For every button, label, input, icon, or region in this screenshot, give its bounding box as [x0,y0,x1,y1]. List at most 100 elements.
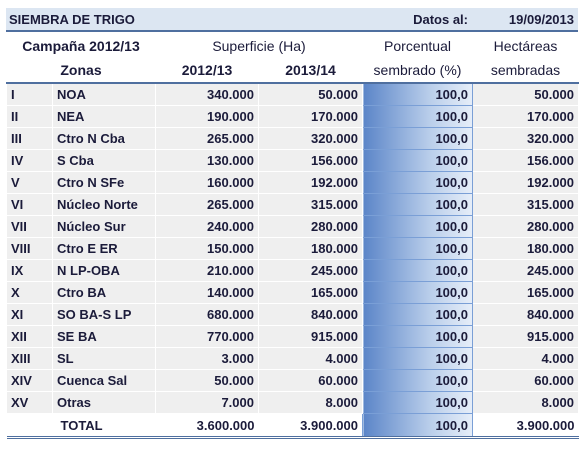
zone-name: Ctro E ER [52,237,156,260]
percent-sown: 100,0 [362,105,473,128]
header-row: Zonas 2012/13 2013/14 sembrado (%) sembr… [6,58,579,84]
hectares-sown: 170.000 [472,105,579,128]
data-row: I NOA 340.000 50.000 100,0 50.000 [6,82,579,106]
header-cell: sembradas [472,58,579,84]
area-2013: 320.000 [258,127,363,150]
area-2012: 50.000 [155,369,259,392]
area-2012: 3.000 [155,347,259,370]
area-2012: 265.000 [155,193,259,216]
area-2012: 265.000 [155,127,259,150]
area-2012: 210.000 [155,259,259,282]
zone-name: SO BA-S LP [52,303,156,326]
area-2013: 915.000 [258,325,363,348]
zone-name: Otras [52,391,156,414]
zone-number: X [6,281,53,304]
header-cell: Porcentual [384,38,451,54]
hectares-sown: 915.000 [472,325,579,348]
percent-sown: 100,0 [362,215,473,238]
zone-number: VII [6,215,53,238]
zone-number: XIV [6,369,53,392]
header-cell: Hectáreas [493,38,558,54]
spacer [6,413,53,439]
percent-sown: 100,0 [362,369,473,392]
data-row: XIII SL 3.000 4.000 100,0 4.000 [6,347,579,370]
data-row: VI Núcleo Norte 265.000 315.000 100,0 315.000 [6,193,579,216]
total-percent: 100,0 [362,413,473,439]
zone-name: SL [52,347,156,370]
table: Campaña 2012/13 Superficie (Ha) Porcentu… [6,34,579,439]
zone-name: Ctro N Cba [52,127,156,150]
area-2013: 192.000 [258,171,363,194]
zone-name: NEA [52,105,156,128]
area-2013: 170.000 [258,105,363,128]
header-row: Campaña 2012/13 Superficie (Ha) Porcentu… [7,34,579,58]
total-year-1: 3.600.000 [155,413,259,439]
total-year-2: 3.900.000 [258,413,363,439]
date: 19/09/2013 [508,11,574,27]
header-cell: 2012/13 [155,58,259,84]
hectares-sown: 315.000 [472,193,579,216]
percent-sown: 100,0 [362,325,473,348]
zone-number: XII [6,325,53,348]
header-cell: Superficie (Ha) [212,38,306,54]
title-bar: SIEMBRA DE TRIGO Datos al: 19/09/2013 [6,8,578,32]
data-row: XI SO BA-S LP 680.000 840.000 100,0 840.000 [6,303,579,326]
area-2013: 315.000 [258,193,363,216]
percent-sown: 100,0 [362,391,473,414]
zone-number: V [6,171,53,194]
sheet: SIEMBRA DE TRIGO Datos al: 19/09/2013 Ca… [6,8,579,439]
zone-name: NOA [52,82,156,106]
zone-number: XI [6,303,53,326]
header-cell: Campaña 2012/13 [22,38,140,54]
zone-number: I [6,82,53,106]
zone-number: XV [6,391,53,414]
zone-name: SE BA [52,325,156,348]
data-row: VII Núcleo Sur 240.000 280.000 100,0 280.000 [6,215,579,238]
area-2013: 60.000 [258,369,363,392]
area-2012: 680.000 [155,303,259,326]
percent-sown: 100,0 [362,303,473,326]
area-2013: 8.000 [258,391,363,414]
area-2012: 7.000 [155,391,259,414]
percent-sown: 100,0 [362,193,473,216]
zone-number: IV [6,149,53,172]
percent-sown: 100,0 [362,259,473,282]
hectares-sown: 180.000 [472,237,579,260]
area-2013: 180.000 [258,237,363,260]
data-row: V Ctro N SFe 160.000 192.000 100,0 192.000 [6,171,579,194]
total-hectares: 3.900.000 [472,413,579,439]
header-cell: 2013/14 [258,58,363,84]
hectares-sown: 245.000 [472,259,579,282]
total-row: TOTAL 3.600.000 3.900.000 100,0 3.900.000 [6,413,579,439]
date-label: Datos al: [413,11,468,27]
data-row: XIV Cuenca Sal 50.000 60.000 100,0 60.000 [6,369,579,392]
hectares-sown: 156.000 [472,149,579,172]
header-cell: sembrado (%) [362,58,473,84]
area-2013: 165.000 [258,281,363,304]
area-2013: 156.000 [258,149,363,172]
hectares-sown: 320.000 [472,127,579,150]
data-row: IX N LP-OBA 210.000 245.000 100,0 245.000 [6,259,579,282]
zone-number: XIII [6,347,53,370]
hectares-sown: 165.000 [472,281,579,304]
zone-number: II [6,105,53,128]
data-row: X Ctro BA 140.000 165.000 100,0 165.000 [6,281,579,304]
area-2012: 340.000 [155,82,259,106]
hectares-sown: 280.000 [472,215,579,238]
area-2013: 280.000 [258,215,363,238]
header-cell: Zonas [6,58,156,84]
zone-name: N LP-OBA [52,259,156,282]
hectares-sown: 4.000 [472,347,579,370]
hectares-sown: 60.000 [472,369,579,392]
percent-sown: 100,0 [362,171,473,194]
zone-name: S Cba [52,149,156,172]
data-row: VIII Ctro E ER 150.000 180.000 100,0 180.000 [6,237,579,260]
percent-sown: 100,0 [362,237,473,260]
percent-sown: 100,0 [362,82,473,106]
data-row: IV S Cba 130.000 156.000 100,0 156.000 [6,149,579,172]
area-2013: 245.000 [258,259,363,282]
total-label: TOTAL [52,413,156,439]
zone-name: Núcleo Sur [52,215,156,238]
percent-sown: 100,0 [362,281,473,304]
